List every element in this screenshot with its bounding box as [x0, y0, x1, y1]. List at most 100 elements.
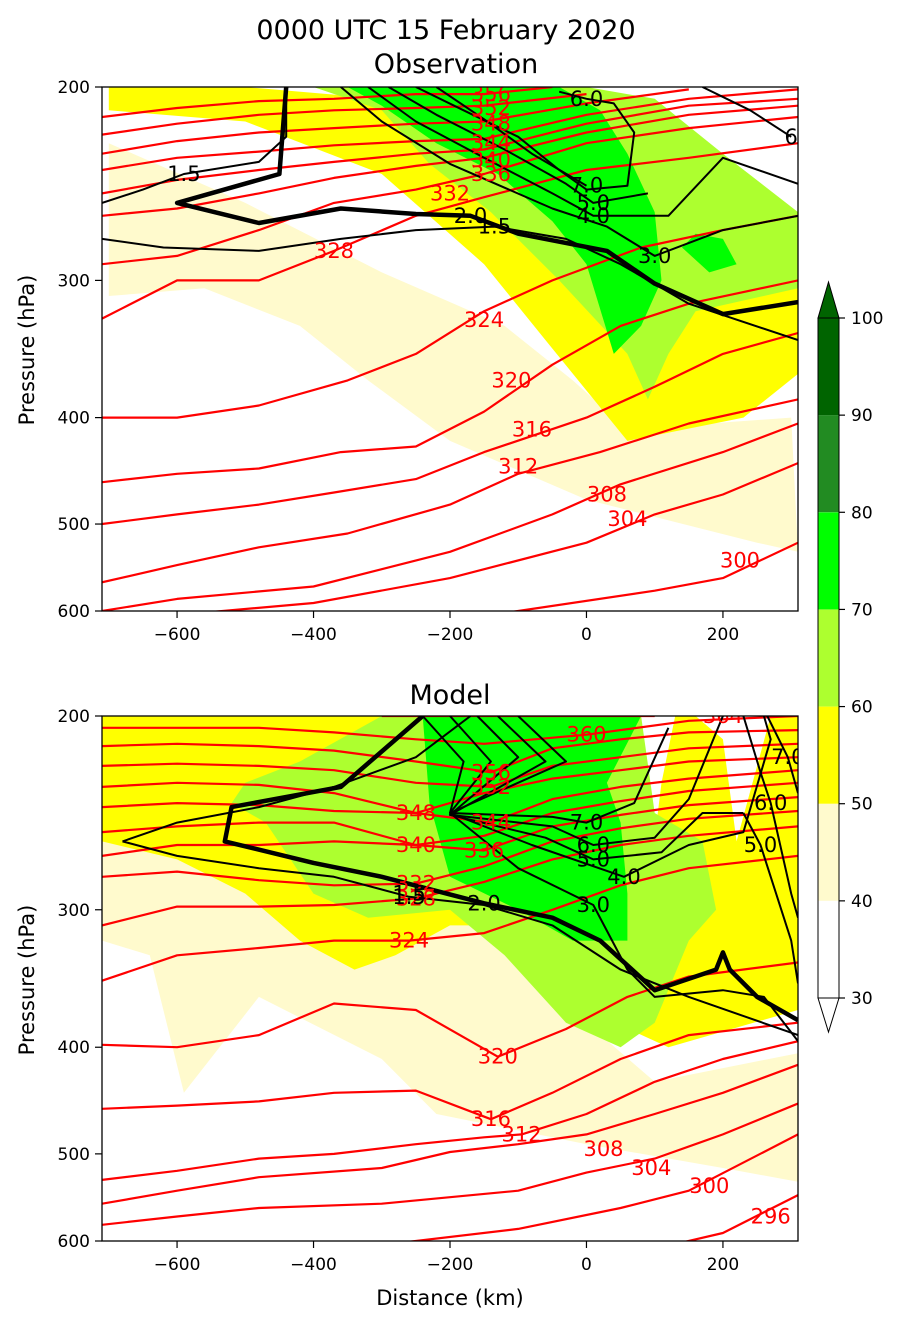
observation-y-tick-label-300: 300: [58, 271, 90, 291]
observation-pv-label-6-6: 6.0: [570, 87, 603, 111]
colorbar-segment-60-70: [818, 609, 839, 707]
observation-theta-contour-300: [510, 541, 798, 611]
model-pv-label-5-6: 5.0: [744, 833, 777, 857]
model-theta-label-360: 360: [566, 723, 606, 747]
observation-theta-label-356: 356: [471, 82, 511, 106]
observation-theta-layer: [102, 87, 798, 611]
model-theta-label-320: 320: [478, 1045, 518, 1069]
model-theta-contour-316: [102, 1021, 798, 1121]
model-theta-contour-332: [102, 809, 798, 887]
model-theta-contour-328: [102, 825, 798, 927]
colorbar-tick-label-70: 70: [851, 600, 873, 620]
model-y-axis-label: Pressure (hPa): [15, 905, 39, 1056]
model-y-tick-label-600: 600: [58, 1232, 90, 1252]
observation-theta-contour-328: [102, 142, 798, 320]
observation-y-tick-label-600: 600: [58, 602, 90, 622]
colorbar-tick-label-40: 40: [851, 892, 873, 912]
observation-theta-contour-324: [102, 214, 798, 419]
model-x-axis: −600 −400 −200 0 200: [154, 1241, 739, 1275]
observation-theta-contour-316: [102, 331, 798, 526]
observation-theta-label-304: 304: [607, 507, 647, 531]
colorbar-tick-label-80: 80: [851, 503, 873, 523]
observation-theta-contour-312: [102, 398, 798, 584]
model-pv-label-1-5-0: 1.5: [392, 882, 425, 906]
colorbar-segment-50-60: [818, 706, 839, 804]
model-pv-label-6-7: 6.0: [577, 833, 610, 857]
model-pv-contour-5-6: [742, 812, 798, 984]
model-pv-label-7-10: 7.0: [771, 745, 804, 769]
model-x-tick-label-0: 0: [581, 1255, 592, 1275]
observation-theta-label-300: 300: [720, 549, 760, 573]
model-theta-label-364: 364: [703, 704, 743, 728]
suptitle-line-1: 0000 UTC 15 February 2020: [256, 15, 635, 46]
colorbar-tick-label-90: 90: [851, 406, 873, 426]
colorbar-segment-90-100: [818, 318, 839, 416]
observation-pv-contour-2-2: [174, 87, 798, 317]
observation-theta-label-312: 312: [498, 454, 538, 478]
observation-pv-label-1-5-0: 1.5: [167, 162, 200, 186]
observation-theta-label-332: 332: [430, 181, 470, 205]
observation-y-tick-label-200: 200: [58, 78, 90, 98]
model-pv-label-5-5: 5.0: [577, 847, 610, 871]
model-pv-label-2-2: 2.0: [467, 891, 500, 915]
observation-y-axis-label: Pressure (hPa): [15, 275, 39, 426]
model-y-tick-label-400: 400: [58, 1038, 90, 1058]
colorbar-segment-40-50: [818, 803, 839, 901]
colorbar-segment-30-40: [818, 900, 839, 998]
model-panel-title: Model: [409, 680, 490, 711]
model-pv-label-7-9: 7.0: [570, 811, 603, 835]
model-theta-contour-304: [102, 1102, 798, 1226]
observation-x-tick-label-0: 0: [581, 625, 592, 645]
observation-theta-contour-356: [102, 87, 553, 119]
observation-x-tick-label--200: −200: [427, 625, 474, 645]
model-y-tick-label-200: 200: [58, 707, 90, 727]
observation-theta-label-308: 308: [587, 483, 627, 507]
observation-theta-contour-332: [102, 115, 798, 266]
model-theta-label-356: 356: [471, 760, 511, 784]
model-pv-contour-6-7: [449, 716, 724, 846]
observation-theta-label-340: 340: [471, 148, 511, 172]
model-pv-contour-7-10: [766, 716, 798, 794]
observation-x-tick-label--600: −600: [154, 625, 201, 645]
model-x-axis-label: Distance (km): [376, 1286, 524, 1310]
model-x-tick-label--200: −200: [427, 1255, 474, 1275]
observation-pv-label-4-4: 4.0: [577, 204, 610, 228]
model-theta-contour-324: [102, 854, 798, 982]
observation-pv-label-1-5-1: 1.5: [478, 215, 511, 239]
model-x-tick-label--400: −400: [290, 1255, 337, 1275]
colorbar-tick-label-30: 30: [851, 989, 873, 1009]
observation-x-axis: −600 −400 −200 0 200: [154, 611, 739, 645]
model-theta-label-316: 316: [471, 1107, 511, 1131]
model-theta-label-300: 300: [689, 1174, 729, 1198]
colorbar: 30 40 50 60 70 80 90 100: [817, 280, 883, 1034]
suptitle-line-2: Observation: [374, 49, 538, 80]
colorbar-frame: [817, 317, 840, 999]
observation-x-tick-label-200: 200: [707, 625, 739, 645]
observation-theta-label-316: 316: [512, 417, 552, 441]
model-y-tick-label-500: 500: [58, 1145, 90, 1165]
model-theta-contour-356: [102, 729, 798, 774]
observation-theta-label-320: 320: [491, 368, 531, 392]
observation-rh-band-70-80-4: [682, 233, 737, 273]
model-pv-label-6-8: 6.0: [754, 791, 787, 815]
observation-pv-label-7-8: 7.0: [570, 174, 603, 198]
observation-rh-band-70-80-3: [347, 87, 662, 354]
observation-theta-contour-308: [102, 422, 798, 611]
observation-pv-contour-1-5-0: [102, 87, 288, 204]
model-theta-label-348: 348: [396, 801, 436, 825]
colorbar-tick-label-100: 100: [851, 309, 883, 329]
model-theta-contour-360: [102, 716, 798, 745]
model-theta-label-324: 324: [389, 929, 429, 953]
observation-theta-contour-304: [210, 462, 798, 611]
model-pv-label-4-4: 4.0: [607, 865, 640, 889]
colorbar-tick-label-60: 60: [851, 698, 873, 718]
observation-pv-label-3-3: 3.0: [638, 244, 671, 268]
observation-pv-contour-6-7: [702, 87, 792, 138]
model-theta-contour-308: [102, 1063, 798, 1205]
model-contour-labels: 2963003043083123163203243283323363403443…: [389, 704, 804, 1229]
model-pv-contour-6-8: [742, 716, 798, 918]
observation-theta-label-324: 324: [464, 308, 504, 332]
observation-pv-label-6-7: 6: [785, 125, 798, 149]
model-pv-label-1-5-1: 1.5: [392, 885, 425, 909]
model-theta-label-312: 312: [502, 1122, 542, 1146]
